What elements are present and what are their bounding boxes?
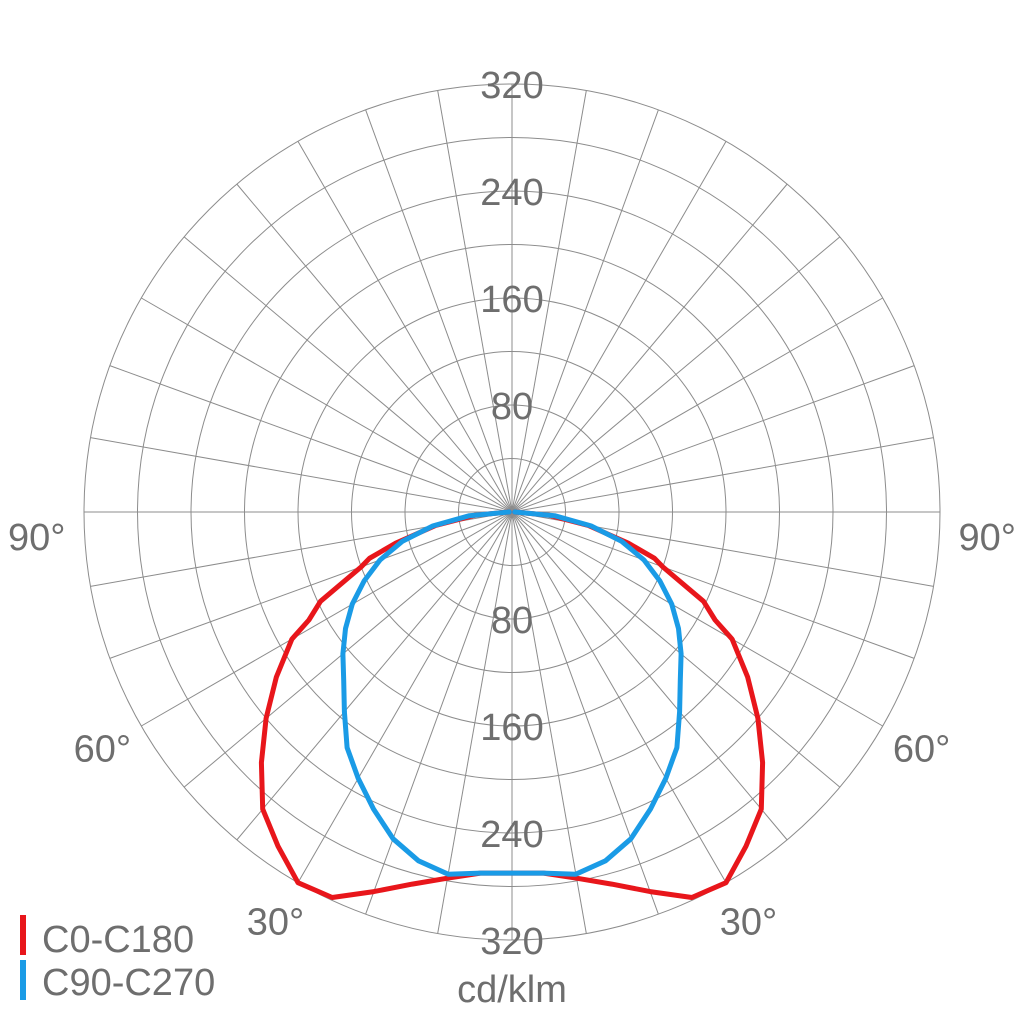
radial-tick-label-lower-240: 240 xyxy=(480,814,543,856)
grid-spoke-210 xyxy=(297,511,513,883)
grid-spoke-20 xyxy=(511,109,659,513)
radial-tick-label-upper-80: 80 xyxy=(491,386,533,428)
grid-spoke-150 xyxy=(511,511,727,883)
unit-label: cd/klm xyxy=(457,969,567,1011)
grid-spoke-120 xyxy=(511,511,883,727)
grid-spoke-190 xyxy=(437,511,513,934)
radial-tick-label-upper-160: 160 xyxy=(480,279,543,321)
radial-tick-label-lower-160: 160 xyxy=(480,707,543,749)
series-layer xyxy=(258,509,766,900)
grid-spoke-250 xyxy=(109,511,513,659)
grid-spoke-80 xyxy=(511,437,934,513)
grid-spoke-320 xyxy=(236,183,513,513)
grid-spoke-200 xyxy=(365,511,513,915)
legend-label-c0-c180: C0-C180 xyxy=(42,919,194,961)
angle-label-right-60: 60° xyxy=(893,729,950,771)
grid-spoke-350 xyxy=(437,90,513,513)
grid-spoke-220 xyxy=(236,511,513,841)
grid-spoke-10 xyxy=(511,90,587,513)
grid-spoke-60 xyxy=(511,297,883,513)
legend-item-c0-c180: C0-C180 xyxy=(20,915,194,961)
grid-spoke-30 xyxy=(511,141,727,513)
legend-swatch-c90-c270 xyxy=(20,960,26,1000)
grid-spoke-240 xyxy=(141,511,513,727)
angle-label-left-30: 30° xyxy=(247,902,304,944)
legend-item-c90-c270: C90-C270 xyxy=(20,960,215,1004)
grid-spoke-330 xyxy=(297,141,513,513)
grid-spoke-170 xyxy=(511,511,587,934)
grid-spoke-140 xyxy=(511,511,788,841)
angle-label-right-90: 90° xyxy=(959,517,1016,559)
grid-spoke-300 xyxy=(141,297,513,513)
legend-label-c90-c270: C90-C270 xyxy=(42,962,215,1004)
grid-spoke-40 xyxy=(511,183,788,513)
grid-spoke-50 xyxy=(511,236,841,513)
radial-tick-label-lower-80: 80 xyxy=(491,600,533,642)
angle-label-left-90: 90° xyxy=(8,517,65,559)
angle-label-left-60: 60° xyxy=(74,729,131,771)
series-line-c90-c270 xyxy=(340,509,684,877)
legend-swatch-c0-c180 xyxy=(20,915,26,955)
grid-spoke-110 xyxy=(511,511,915,659)
angle-label-right-30: 30° xyxy=(720,902,777,944)
grid-spoke-230 xyxy=(183,511,513,788)
grid-spoke-280 xyxy=(90,437,513,513)
radial-tick-label-upper-320: 320 xyxy=(480,65,543,107)
grid-spoke-340 xyxy=(365,109,513,513)
label-layer: 80 80 160 160 240 240 320 320 30° 60° 90° 30° 60° 90° xyxy=(8,65,1016,963)
polar-grid xyxy=(83,83,941,941)
radial-tick-label-upper-240: 240 xyxy=(480,172,543,214)
legend: C0-C180 C90-C270 xyxy=(20,915,215,1004)
grid-spoke-290 xyxy=(109,365,513,513)
grid-spoke-310 xyxy=(183,236,513,513)
grid-spoke-130 xyxy=(511,511,841,788)
radial-tick-label-lower-320: 320 xyxy=(480,921,543,963)
grid-spoke-160 xyxy=(511,511,659,915)
grid-spoke-70 xyxy=(511,365,915,513)
